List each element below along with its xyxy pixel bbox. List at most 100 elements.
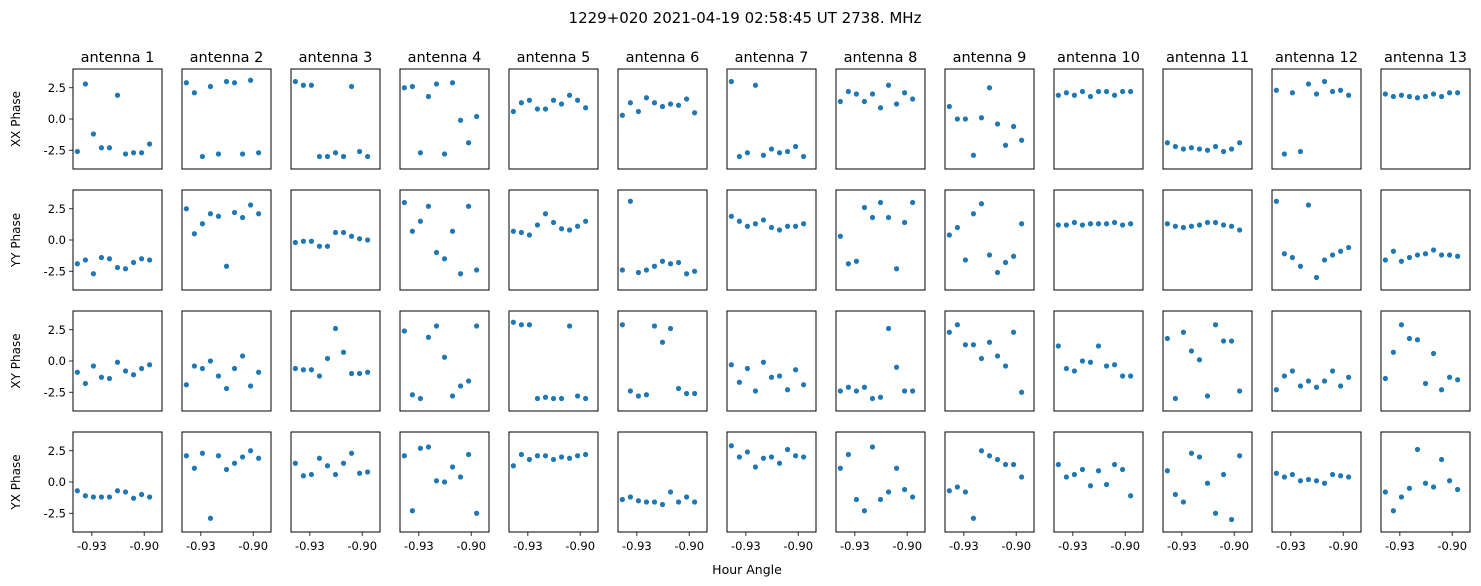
data-point [332, 229, 339, 236]
data-point [1055, 92, 1061, 98]
data-point [223, 466, 230, 473]
data-point [760, 217, 767, 223]
panel-title: antenna 10 [1057, 50, 1140, 66]
data-point [768, 374, 775, 380]
data-point [256, 211, 262, 217]
data-point [792, 143, 799, 150]
data-point [558, 454, 565, 460]
panel-frame [399, 310, 490, 412]
data-point [845, 261, 851, 267]
data-point [1103, 221, 1110, 227]
data-point [183, 382, 189, 388]
data-point [425, 334, 432, 340]
data-point [215, 373, 222, 379]
data-point [1337, 248, 1344, 254]
data-point [744, 449, 751, 455]
data-point [534, 222, 541, 228]
data-point [114, 92, 121, 98]
data-point [784, 148, 791, 155]
data-point [946, 488, 952, 494]
data-point [845, 88, 851, 95]
data-point [667, 261, 674, 267]
data-point [1281, 251, 1287, 257]
data-point [760, 455, 767, 461]
data-point [365, 469, 371, 475]
data-point [1220, 222, 1227, 228]
data-point [643, 267, 650, 273]
data-point [1305, 378, 1312, 384]
data-point [207, 515, 214, 521]
data-point [1430, 484, 1437, 490]
data-point [1128, 88, 1134, 95]
data-point [365, 237, 371, 243]
data-point [1128, 493, 1134, 499]
panel-frame [399, 431, 490, 533]
data-point [801, 221, 807, 227]
data-point [340, 153, 347, 160]
data-point [1422, 251, 1429, 257]
data-point [651, 100, 658, 106]
data-point [736, 454, 742, 460]
data-point [1111, 92, 1118, 98]
data-point [356, 236, 363, 242]
data-point [441, 354, 448, 360]
data-point [776, 373, 783, 379]
data-point [215, 151, 222, 157]
data-point [1237, 388, 1243, 394]
data-point [138, 150, 145, 156]
data-point [768, 146, 775, 152]
data-point [885, 325, 892, 332]
data-point [534, 106, 541, 112]
data-point [457, 117, 464, 123]
data-point [1196, 357, 1203, 363]
data-point [1119, 88, 1126, 95]
data-point [801, 153, 807, 160]
data-point [122, 368, 129, 374]
data-point [635, 498, 642, 504]
data-point [744, 365, 751, 372]
data-point [619, 112, 625, 118]
data-point [316, 243, 323, 249]
data-point [542, 394, 549, 400]
panel-title: antenna 7 [735, 50, 809, 66]
data-point [465, 378, 472, 384]
data-point [1196, 222, 1203, 228]
data-point [82, 380, 88, 387]
data-point [518, 322, 524, 328]
data-point [147, 141, 153, 147]
data-point [199, 450, 206, 456]
x-tick-label: -0.93 [731, 539, 761, 553]
data-point [332, 325, 339, 332]
x-tick-label: -0.90 [1437, 539, 1467, 553]
data-point [191, 231, 197, 237]
data-point [675, 102, 682, 108]
data-point [1180, 499, 1187, 505]
data-point [845, 451, 851, 458]
data-point [1196, 454, 1203, 460]
data-point [1346, 374, 1352, 380]
data-point [1063, 365, 1069, 372]
panel-frame [835, 68, 926, 170]
data-point [869, 91, 876, 97]
data-point [1119, 222, 1126, 228]
data-point [583, 395, 589, 402]
data-point [247, 77, 254, 83]
data-point [946, 232, 952, 238]
data-point [207, 83, 214, 90]
data-point [619, 267, 625, 273]
data-point [1087, 221, 1094, 227]
data-point [635, 269, 642, 276]
data-point [247, 448, 254, 454]
panel-frame [72, 431, 163, 533]
data-point [885, 489, 892, 495]
panel-frame [508, 310, 599, 412]
data-point [978, 201, 985, 207]
data-point [300, 82, 306, 88]
data-point [74, 261, 80, 267]
panel-frame [835, 310, 926, 412]
data-point [1297, 263, 1304, 269]
data-point [1313, 274, 1320, 281]
data-point [130, 150, 137, 156]
data-point [1172, 491, 1178, 498]
